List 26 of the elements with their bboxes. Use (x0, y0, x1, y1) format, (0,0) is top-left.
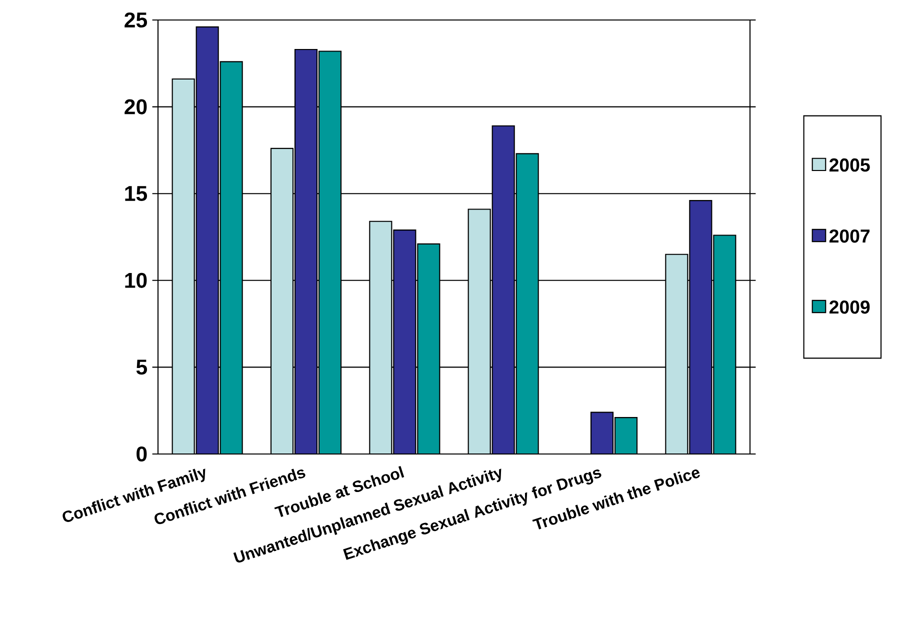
bar (220, 61, 243, 454)
bar (492, 125, 515, 454)
y-tick-label: 15 (125, 186, 148, 202)
bar (196, 26, 219, 454)
bar (294, 48, 318, 454)
bar (393, 230, 416, 454)
bar (468, 208, 491, 454)
bar (689, 200, 712, 454)
legend-label: 2005 (829, 158, 870, 172)
bar (318, 50, 342, 454)
bar (369, 220, 392, 454)
y-tick-label: 20 (124, 99, 147, 114)
y-tick-label: 5 (136, 360, 148, 375)
y-tick-label: 25 (124, 12, 148, 28)
legend-label: 2009 (829, 300, 870, 314)
bar (590, 412, 614, 454)
bar (614, 417, 638, 454)
bar (172, 78, 195, 454)
y-tick-label: 10 (125, 272, 147, 288)
legend-label: 2007 (829, 229, 870, 243)
bar (713, 234, 736, 454)
bar (665, 254, 688, 454)
bar (270, 148, 294, 454)
y-tick-label: 0 (136, 446, 147, 462)
bar (516, 153, 539, 454)
bar (417, 243, 440, 454)
